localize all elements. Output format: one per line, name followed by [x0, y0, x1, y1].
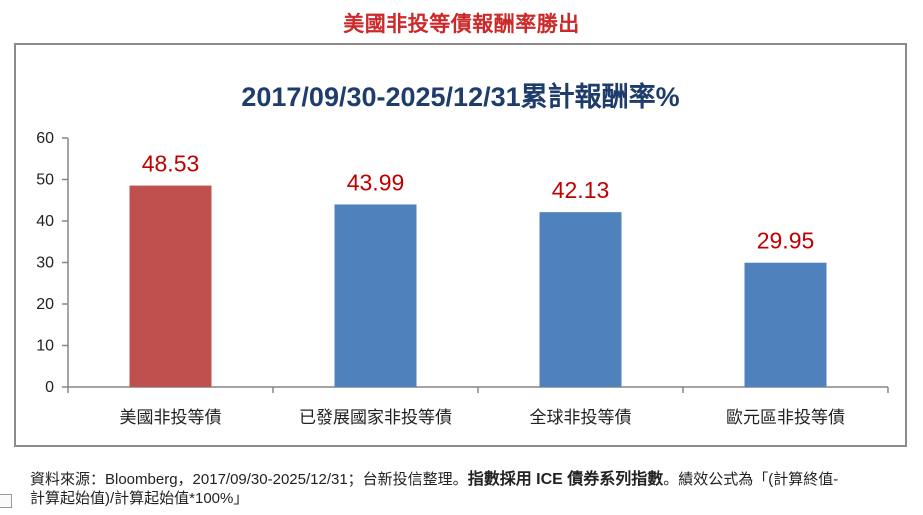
category-label: 歐元區非投等債 — [726, 408, 845, 428]
category-label: 美國非投等債 — [120, 408, 222, 428]
category-label: 全球非投等債 — [530, 408, 632, 428]
footnote-index-note: 指數採用 ICE 債券系列指數 — [467, 471, 664, 488]
data-label: 48.53 — [142, 151, 200, 177]
y-tick-label: 60 — [36, 130, 54, 147]
footnote-source: 資料來源：Bloomberg，2017/09/30-2025/12/31；台新投… — [30, 471, 468, 488]
chart-title: 2017/09/30-2025/12/31累計報酬率% — [241, 82, 680, 112]
data-label: 29.95 — [757, 228, 815, 254]
footnote: 資料來源：Bloomberg，2017/09/30-2025/12/31；台新投… — [30, 470, 850, 508]
page-title: 美國非投等債報酬率勝出 — [343, 13, 580, 36]
chart-frame: 2017/09/30-2025/12/31累計報酬率% 0 10 20 30 40 50 6… — [14, 43, 907, 447]
bar-chart: 0 10 20 30 40 50 60 48.53 美國非投等債 43.99 已發展國家非投等債 42… — [36, 130, 889, 428]
y-tick-label: 30 — [36, 255, 54, 272]
y-tick-label: 20 — [36, 296, 54, 313]
y-tick-label: 50 — [36, 172, 54, 189]
bar — [129, 185, 212, 387]
bar — [744, 262, 827, 387]
data-label: 43.99 — [347, 169, 405, 195]
y-tick-label: 10 — [36, 338, 54, 355]
footnote-formula: 。績效公式為「(計算終值-計算起始值)/計算起始值*100%」 — [30, 471, 839, 507]
y-tick-label: 0 — [45, 379, 54, 396]
y-tick-label: 40 — [36, 213, 54, 230]
bar — [539, 212, 622, 387]
page-corner-icon — [0, 494, 12, 508]
category-label: 已發展國家非投等債 — [299, 408, 452, 428]
data-label: 42.13 — [552, 177, 610, 203]
bar — [334, 204, 417, 387]
